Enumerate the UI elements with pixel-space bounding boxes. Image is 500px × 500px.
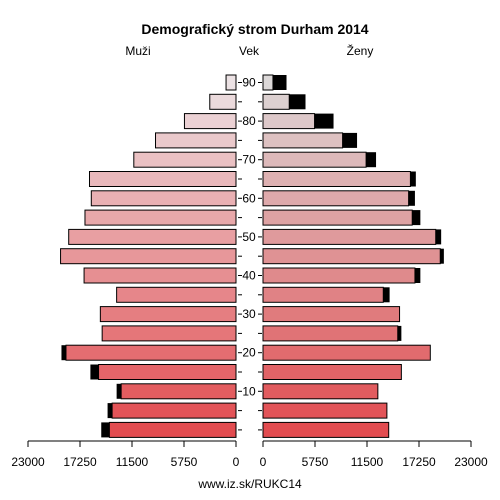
female-bar-85-89	[262, 93, 290, 110]
male-bar-45-49	[60, 248, 237, 265]
female-bar-70-74	[262, 151, 367, 168]
female-x-tick-label: 5750	[302, 455, 329, 469]
female-x-tick-label: 0	[260, 455, 267, 469]
female-bar-30-34	[262, 306, 401, 323]
male-excess-15-19	[90, 364, 99, 380]
female-bar-90+	[262, 74, 274, 91]
male-bars	[60, 74, 237, 438]
female-x-tick-label: 23000	[454, 455, 488, 469]
male-x-tick-label: 0	[233, 455, 240, 469]
age-tick-label: 20	[242, 346, 256, 360]
female-bar-45-49	[262, 248, 441, 265]
age-tick-label: 70	[242, 153, 256, 167]
female-bar-35-39	[262, 286, 384, 303]
chart-title: Demografický strom Durham 2014	[141, 21, 368, 37]
male-bar-25-29	[101, 325, 237, 342]
male-bar-75-79	[155, 132, 237, 149]
female-bar-75-79	[262, 132, 344, 149]
age-tick-label: 60	[242, 191, 256, 205]
female-excess-90+	[272, 75, 287, 90]
female-excess-85-89	[289, 94, 306, 110]
female-excess-70-74	[366, 152, 377, 168]
female-bar-25-29	[262, 325, 399, 342]
male-excess-0-4	[101, 422, 110, 438]
male-bar-60-64	[90, 190, 237, 207]
male-bar-20-24	[65, 344, 237, 361]
male-label: Muži	[125, 44, 150, 58]
female-bar-0-4	[262, 421, 390, 438]
male-excess-5-9	[107, 403, 113, 419]
male-x-tick-label: 11500	[116, 455, 149, 469]
female-bar-15-19	[262, 364, 402, 380]
male-bar-65-69	[88, 171, 237, 187]
female-bar-55-59	[262, 209, 413, 226]
male-excess-20-24	[61, 345, 66, 361]
female-excess-45-49	[440, 248, 444, 264]
male-bar-5-9	[111, 402, 237, 419]
female-excess-80-84	[314, 113, 334, 129]
female-label: Ženy	[347, 43, 374, 58]
female-bar-65-69	[262, 171, 411, 187]
male-bar-0-4	[108, 421, 237, 438]
male-x-tick-label: 5750	[171, 455, 198, 469]
female-bar-40-44	[262, 267, 416, 284]
female-bar-60-64	[262, 190, 410, 207]
female-excess-75-79	[342, 132, 358, 148]
male-bar-80-84	[183, 113, 237, 130]
female-bar-10-14	[262, 383, 379, 400]
age-tick-label: 30	[242, 307, 256, 321]
footer-url: www.iz.sk/RUKC14	[197, 477, 302, 491]
age-tick-label: 50	[242, 230, 256, 244]
male-bar-15-19	[98, 364, 237, 380]
male-x-tick-label: 17250	[63, 455, 97, 469]
age-tick-label: 90	[242, 76, 256, 90]
male-bar-10-14	[120, 383, 237, 400]
age-axis: 10 20 30 40 50 60 70 80 90	[238, 76, 262, 431]
female-bars	[262, 74, 444, 438]
female-bar-5-9	[262, 402, 388, 419]
age-axis-label: Vek	[239, 44, 260, 58]
female-excess-55-59	[412, 210, 421, 226]
female-x-tick-label: 17250	[402, 455, 436, 469]
age-tick-label: 10	[242, 384, 256, 398]
female-x-tick-label: 11500	[351, 455, 384, 469]
x-axis: 23000 17250 11500 5750 0 0 5750 11500 17250 23000	[11, 440, 488, 469]
female-excess-35-39	[383, 287, 390, 303]
female-bar-50-54	[262, 228, 437, 245]
male-bar-40-44	[83, 267, 237, 284]
male-x-tick-label: 23000	[11, 455, 45, 469]
female-bar-20-24	[262, 344, 431, 361]
male-bar-30-34	[99, 306, 237, 323]
male-bar-50-54	[68, 228, 237, 245]
female-excess-40-44	[414, 268, 421, 283]
male-bar-70-74	[133, 151, 237, 168]
female-excess-50-54	[435, 229, 442, 245]
female-excess-25-29	[397, 325, 402, 341]
male-bar-55-59	[84, 209, 237, 226]
age-tick-label: 40	[242, 269, 256, 283]
age-tick-label: 80	[242, 114, 256, 128]
male-bar-35-39	[116, 286, 237, 303]
female-excess-65-69	[410, 171, 416, 187]
female-excess-60-64	[408, 190, 415, 206]
female-bar-80-84	[262, 113, 316, 130]
male-bar-90+	[225, 74, 237, 91]
male-excess-10-14	[116, 383, 122, 399]
male-bar-85-89	[209, 93, 237, 110]
